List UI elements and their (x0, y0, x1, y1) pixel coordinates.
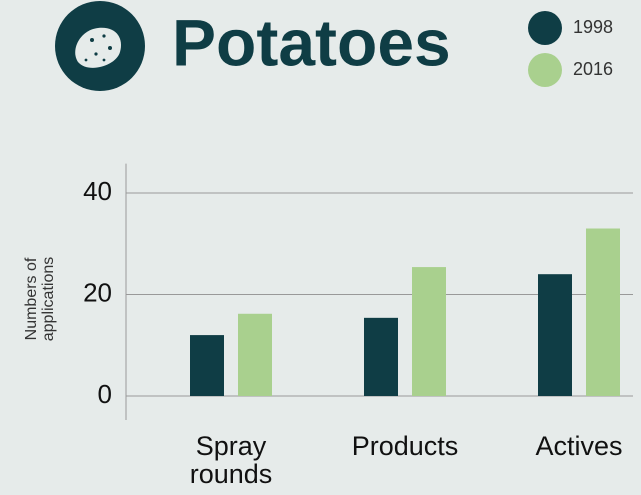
bar (190, 335, 224, 396)
x-tick-label: Products (351, 431, 459, 461)
bar (364, 317, 398, 396)
x-tick-label: Actives (535, 431, 623, 461)
bar (412, 267, 446, 396)
y-axis-label: Numbers of applications (23, 256, 57, 342)
legend-label: 2016 (573, 59, 613, 79)
legend-label: 1998 (573, 17, 613, 37)
bar (586, 228, 620, 396)
potato-icon (55, 1, 145, 91)
chart-title: Potatoes (172, 5, 451, 79)
y-tick-label: 40 (83, 176, 112, 206)
bar (538, 274, 572, 396)
legend-swatch (528, 53, 562, 87)
y-tick-label: 20 (83, 277, 112, 307)
y-tick-label: 0 (98, 379, 112, 409)
legend-swatch (528, 11, 562, 45)
x-tick-label: Spray rounds (189, 431, 273, 489)
bar (238, 313, 272, 396)
